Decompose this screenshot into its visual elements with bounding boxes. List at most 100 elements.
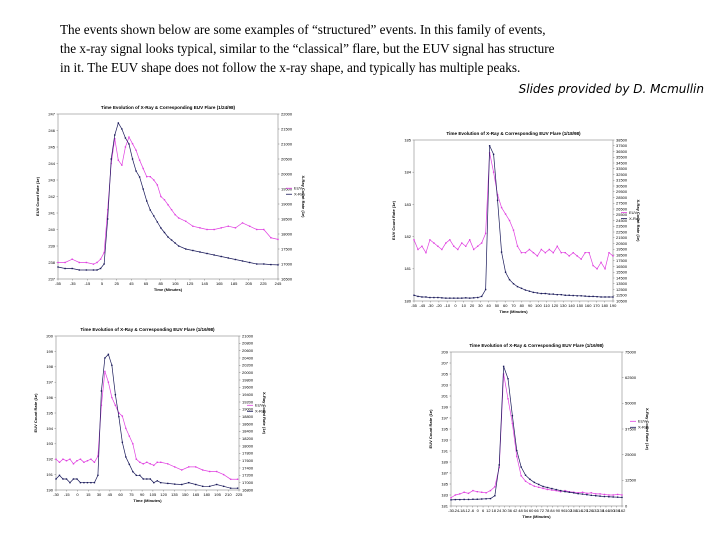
data-point-x-ray	[608, 496, 610, 498]
data-point-x-ray	[459, 498, 461, 501]
data-point-x-ray	[537, 483, 540, 486]
y2-tick-label: 21000	[242, 333, 254, 338]
x-tick-label: 195	[214, 492, 221, 497]
y-tick-label: 240	[48, 227, 55, 232]
data-point-x-ray	[453, 297, 455, 299]
y2-tick-label: 18800	[242, 414, 254, 419]
y2-tick-label: 20500	[616, 241, 628, 246]
y2-tick-label: 25000	[625, 452, 637, 457]
data-point-x-ray	[454, 498, 457, 501]
data-point-x-ray	[192, 249, 194, 252]
data-point-euv	[612, 255, 614, 257]
intro-line-3: in it. The EUV shape does not follow the…	[60, 60, 521, 75]
data-point-x-ray	[107, 353, 110, 356]
data-point-euv	[106, 209, 109, 211]
y2-tick-label: 34500	[616, 160, 628, 165]
data-point-euv	[608, 252, 610, 254]
data-point-euv	[500, 206, 503, 209]
x-tick-label: 245	[275, 281, 282, 286]
data-point-euv	[498, 466, 500, 469]
x-tick-label: 140	[568, 303, 575, 308]
data-point-euv	[236, 478, 239, 480]
data-point-x-ray	[529, 478, 531, 481]
data-point-euv	[604, 268, 606, 270]
data-point-euv	[104, 370, 106, 373]
y-tick-label: 183	[441, 492, 448, 497]
data-point-x-ray	[581, 493, 584, 495]
data-point-x-ray	[433, 296, 435, 299]
data-point-x-ray	[467, 498, 470, 501]
data-point-x-ray	[206, 252, 208, 255]
x-tick-label: 185	[231, 281, 238, 286]
x-tick-label: -15	[84, 281, 91, 286]
data-point-euv	[270, 237, 272, 239]
data-point-euv	[461, 242, 463, 244]
data-point-euv	[103, 251, 105, 254]
data-point-euv	[524, 480, 527, 482]
data-point-euv	[564, 489, 566, 492]
y-tick-label: 246	[48, 128, 55, 133]
data-point-x-ray	[564, 294, 566, 296]
x-tick-label: 120	[552, 303, 559, 308]
data-point-x-ray	[111, 364, 113, 367]
data-point-euv	[463, 491, 465, 493]
y-axis-label: EUV Count Rate (1e)	[428, 409, 433, 449]
y-tick-label: 205	[441, 371, 448, 376]
data-point-x-ray	[110, 158, 112, 160]
y-tick-label: 183	[404, 202, 411, 207]
chart-panel-top-left: Time Evolution of X-Ray & Corresponding …	[30, 100, 332, 305]
data-point-euv	[79, 458, 82, 460]
x-tick-label: 75	[129, 492, 134, 497]
y-tick-label: 181	[404, 266, 411, 271]
data-point-euv	[167, 204, 169, 206]
data-point-x-ray	[480, 498, 483, 500]
x-tick-label: 45	[108, 492, 113, 497]
data-point-euv	[516, 245, 519, 247]
plot-frame	[55, 335, 240, 491]
y-tick-label: 201	[441, 393, 448, 398]
data-point-euv	[139, 461, 141, 463]
data-point-x-ray	[146, 200, 148, 202]
data-point-euv	[174, 213, 176, 216]
x-tick-label: -55	[55, 281, 62, 286]
x-tick-label: 90	[556, 508, 561, 513]
data-point-euv	[248, 225, 251, 227]
x-tick-label: 5	[101, 281, 104, 286]
data-point-euv	[163, 199, 166, 201]
data-point-x-ray	[586, 494, 588, 496]
x-tick-label: 144	[603, 508, 610, 513]
data-point-x-ray	[568, 491, 571, 493]
x-tick-label: 30	[97, 492, 102, 497]
data-point-x-ray	[160, 227, 162, 229]
data-point-euv	[600, 261, 602, 264]
data-point-euv	[97, 455, 99, 457]
data-point-x-ray	[142, 478, 145, 480]
y2-tick-label: 16500	[281, 276, 293, 281]
series-line-euv	[58, 136, 279, 265]
y2-tick-label: 0	[625, 503, 628, 508]
y-tick-label: 191	[441, 448, 448, 453]
data-point-euv	[128, 136, 130, 138]
data-point-x-ray	[139, 474, 141, 477]
data-point-euv	[121, 164, 123, 166]
data-point-x-ray	[494, 495, 496, 497]
data-point-euv	[507, 398, 509, 400]
chart-title: Time Evolution of X-Ray & Corresponding …	[101, 105, 236, 110]
y2-tick-label: 26500	[616, 206, 628, 211]
y2-tick-label: 17000	[242, 480, 254, 485]
chart-4: Time Evolution of X-Ray & Corresponding …	[428, 343, 650, 519]
data-point-euv	[76, 460, 78, 462]
data-point-x-ray	[485, 498, 487, 500]
chart-title: Time Evolution of X-Ray & Corresponding …	[469, 343, 604, 348]
data-point-x-ray	[560, 293, 562, 296]
legend-label: EUV	[294, 186, 303, 191]
data-point-euv	[536, 255, 539, 257]
y2-tick-label: 18000	[242, 443, 254, 448]
data-point-x-ray	[484, 288, 487, 291]
y2-tick-label: 22500	[616, 229, 628, 234]
series-line-x-ray	[450, 366, 623, 501]
y-tick-label: 199	[441, 404, 448, 409]
data-point-x-ray	[520, 287, 523, 290]
data-point-x-ray	[135, 170, 137, 172]
data-point-x-ray	[504, 271, 507, 273]
